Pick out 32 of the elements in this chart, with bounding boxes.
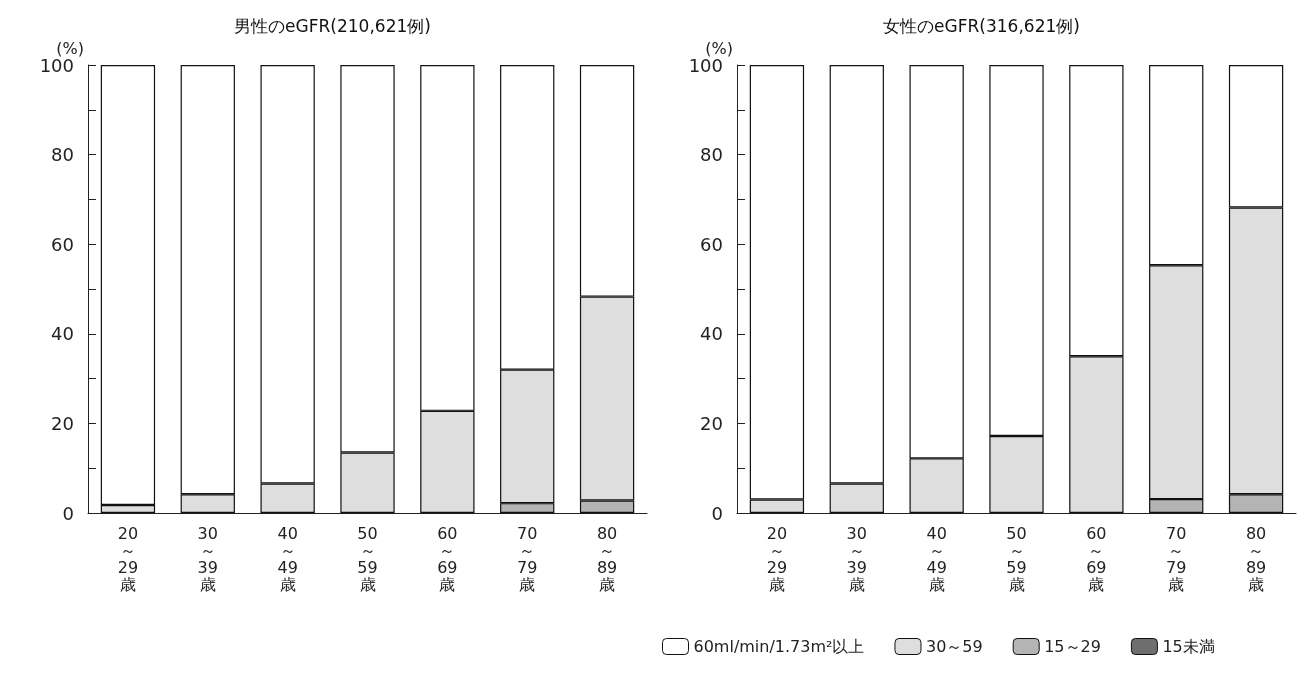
legend-label: 30～59 xyxy=(925,637,983,656)
x-tick-label: 20～29歳 xyxy=(766,524,788,594)
legend-label: 60ml/min/1.73m²以上 xyxy=(693,637,865,656)
y-tick-label: 60 xyxy=(51,233,74,255)
x-tick-label: 30～39歳 xyxy=(846,524,867,594)
x-tick-label: 70～79歳 xyxy=(517,524,538,594)
y-tick-label: 20 xyxy=(700,412,723,434)
legend-label: 15～29 xyxy=(1044,637,1101,656)
x-tick-label: 50～59歳 xyxy=(357,524,378,594)
y-axis-title: (%) xyxy=(705,38,733,58)
y-tick-label: 20 xyxy=(51,412,74,434)
y-tick-label: 40 xyxy=(700,323,723,345)
y-axis-title: (%) xyxy=(56,38,84,58)
x-tick-label: 20～29歳 xyxy=(117,524,139,594)
y-tick-label: 0 xyxy=(711,502,723,524)
x-tick-label: 60～69歳 xyxy=(437,524,458,594)
chart-title: 女性のeGFR(316,621例) xyxy=(883,15,1080,36)
x-tick-label: 70～79歳 xyxy=(1166,524,1187,594)
x-tick-label: 30～39歳 xyxy=(197,524,218,594)
legend-label: 15未満 xyxy=(1162,637,1215,656)
x-tick-label: 40～49歳 xyxy=(277,524,298,594)
x-tick-label: 80～89歳 xyxy=(1245,524,1267,594)
y-tick-label: 40 xyxy=(51,323,74,345)
x-tick-label: 50～59歳 xyxy=(1006,524,1027,594)
x-tick-label: 80～89歳 xyxy=(596,524,618,594)
y-tick-label: 60 xyxy=(700,233,723,255)
y-tick-label: 80 xyxy=(700,144,723,166)
x-tick-label: 60～69歳 xyxy=(1086,524,1107,594)
x-tick-label: 40～49歳 xyxy=(926,524,947,594)
chart-title: 男性のeGFR(210,621例) xyxy=(234,15,431,36)
y-tick-label: 80 xyxy=(51,144,74,166)
y-tick-label: 0 xyxy=(62,502,74,524)
